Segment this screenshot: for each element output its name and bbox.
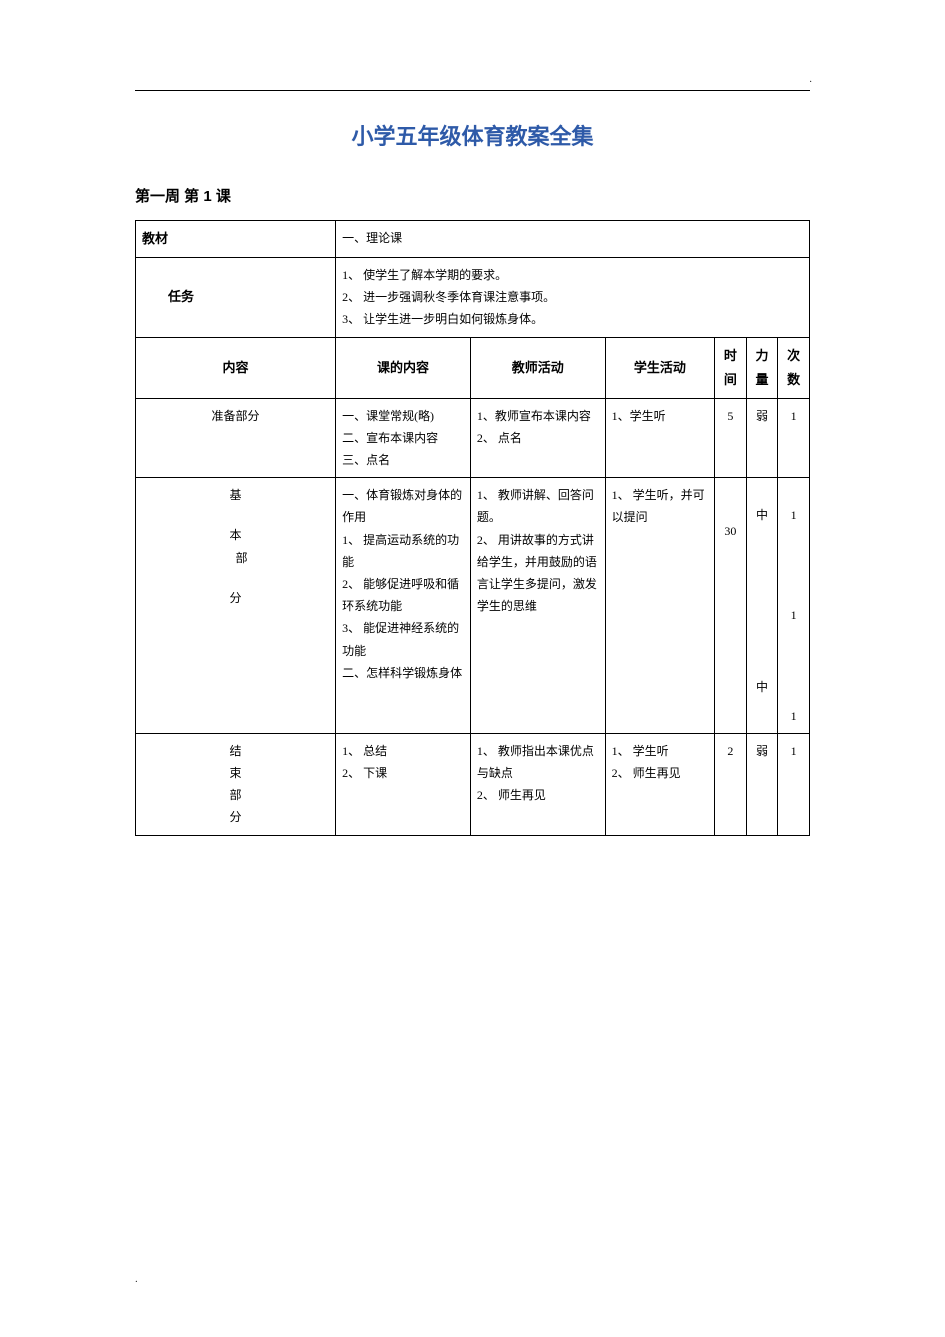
top-horizontal-rule: . [135, 90, 810, 91]
end-name: 结 束 部 分 [136, 733, 336, 835]
bottom-corner-mark: . [135, 1273, 138, 1285]
end-name-4: 分 [142, 806, 329, 828]
main-content: 一、体育锻炼对身体的作用 1、 提高运动系统的功能 2、 能够促进呼吸和循环系统… [336, 478, 471, 734]
row-material: 教材 一、理论课 [136, 221, 810, 258]
end-student: 1、 学生听 2、 师生再见 [605, 733, 715, 835]
main-name-3: 部 [142, 547, 329, 569]
end-name-1: 结 [142, 740, 329, 762]
hdr-count: 次数 [778, 337, 810, 398]
prep-time: 5 [715, 398, 747, 478]
main-name: 基 本 部 分 [136, 478, 336, 734]
end-teacher: 1、 教师指出本课优点与缺点 2、 师生再见 [470, 733, 605, 835]
row-main: 基 本 部 分 一、体育锻炼对身体的作用 1、 提高运动系统的功能 2、 能够促… [136, 478, 810, 734]
prep-count: 1 [778, 398, 810, 478]
main-name-sp2 [142, 569, 329, 587]
document-title: 小学五年级体育教案全集 [135, 119, 810, 151]
main-count-c: 1 [784, 627, 803, 727]
end-time: 2 [715, 733, 747, 835]
main-teacher: 1、 教师讲解、回答问题。 2、 用讲故事的方式讲给学生，并用鼓励的语言让学生多… [470, 478, 605, 734]
main-content-4: 3、 能促进神经系统的功能 [342, 617, 464, 661]
main-count: 1 1 1 [778, 478, 810, 734]
row-header: 内容 课的内容 教师活动 学生活动 时间 力量 次数 [136, 337, 810, 398]
main-content-1: 一、体育锻炼对身体的作用 [342, 484, 464, 528]
hdr-teacher: 教师活动 [470, 337, 605, 398]
prep-teacher-2: 2、 点名 [477, 427, 599, 449]
lesson-plan-table: 教材 一、理论课 任务 1、 使学生了解本学期的要求。 2、 进一步强调秋冬季体… [135, 220, 810, 836]
task-value: 1、 使学生了解本学期的要求。 2、 进一步强调秋冬季体育课注意事项。 3、 让… [336, 258, 810, 338]
task-line-2: 2、 进一步强调秋冬季体育课注意事项。 [342, 286, 803, 308]
hdr-student: 学生活动 [605, 337, 715, 398]
main-name-1: 基 [142, 484, 329, 506]
prep-content: 一、课堂常规(略) 二、宣布本课内容 三、点名 [336, 398, 471, 478]
main-intensity-bottom: 中 [753, 526, 772, 698]
end-count: 1 [778, 733, 810, 835]
end-name-3: 部 [142, 784, 329, 806]
main-name-4: 分 [142, 587, 329, 609]
end-student-2: 2、 师生再见 [612, 762, 709, 784]
end-content-2: 2、 下课 [342, 762, 464, 784]
main-teacher-1: 1、 教师讲解、回答问题。 [477, 484, 599, 528]
prep-student-1: 1、学生听 [612, 405, 709, 427]
page-container: . 小学五年级体育教案全集 第一周 第 1 课 教材 一、理论课 任务 1、 使… [0, 0, 945, 836]
main-name-2: 本 [142, 524, 329, 546]
hdr-intensity: 力量 [746, 337, 778, 398]
main-content-pad [342, 684, 464, 706]
material-value: 一、理论课 [336, 221, 810, 258]
main-student-1: 1、 学生听，并可以提问 [612, 484, 709, 528]
end-student-1: 1、 学生听 [612, 740, 709, 762]
main-content-3: 2、 能够促进呼吸和循环系统功能 [342, 573, 464, 617]
prep-student: 1、学生听 [605, 398, 715, 478]
row-prep: 准备部分 一、课堂常规(略) 二、宣布本课内容 三、点名 1、教师宣布本课内容 … [136, 398, 810, 478]
task-label: 任务 [136, 258, 336, 338]
main-content-2: 1、 提高运动系统的功能 [342, 529, 464, 573]
row-end: 结 束 部 分 1、 总结 2、 下课 1、 教师指出本课优点与缺点 2、 师生… [136, 733, 810, 835]
main-teacher-2: 2、 用讲故事的方式讲给学生，并用鼓励的语言让学生多提问，激发学生的思维 [477, 529, 599, 618]
prep-content-3: 三、点名 [342, 449, 464, 471]
end-teacher-2: 2、 师生再见 [477, 784, 599, 806]
prep-content-2: 二、宣布本课内容 [342, 427, 464, 449]
task-line-3: 3、 让学生进一步明白如何锻炼身体。 [342, 308, 803, 330]
end-content: 1、 总结 2、 下课 [336, 733, 471, 835]
prep-teacher-1: 1、教师宣布本课内容 [477, 405, 599, 427]
end-teacher-1: 1、 教师指出本课优点与缺点 [477, 740, 599, 784]
main-time: 30 [715, 478, 747, 734]
prep-content-1: 一、课堂常规(略) [342, 405, 464, 427]
material-label: 教材 [136, 221, 336, 258]
prep-intensity: 弱 [746, 398, 778, 478]
week-heading: 第一周 第 1 课 [135, 185, 810, 206]
hdr-section-text: 内容 [223, 360, 249, 375]
task-label-text: 任务 [168, 289, 194, 304]
row-task: 任务 1、 使学生了解本学期的要求。 2、 进一步强调秋冬季体育课注意事项。 3… [136, 258, 810, 338]
hdr-time: 时间 [715, 337, 747, 398]
main-student: 1、 学生听，并可以提问 [605, 478, 715, 734]
prep-name: 准备部分 [136, 398, 336, 478]
end-intensity: 弱 [746, 733, 778, 835]
end-content-1: 1、 总结 [342, 740, 464, 762]
main-count-a: 1 [784, 484, 803, 526]
hdr-section: 内容 [136, 337, 336, 398]
main-time-val: 30 [724, 524, 736, 538]
main-name-sp1 [142, 506, 329, 524]
task-line-1: 1、 使学生了解本学期的要求。 [342, 264, 803, 286]
main-intensity-top: 中 [753, 484, 772, 526]
main-intensity: 中 中 [746, 478, 778, 734]
hdr-content: 课的内容 [336, 337, 471, 398]
end-name-2: 束 [142, 762, 329, 784]
top-corner-mark: . [809, 73, 812, 85]
main-count-b: 1 [784, 526, 803, 626]
main-content-5: 二、怎样科学锻炼身体 [342, 662, 464, 684]
prep-teacher: 1、教师宣布本课内容 2、 点名 [470, 398, 605, 478]
